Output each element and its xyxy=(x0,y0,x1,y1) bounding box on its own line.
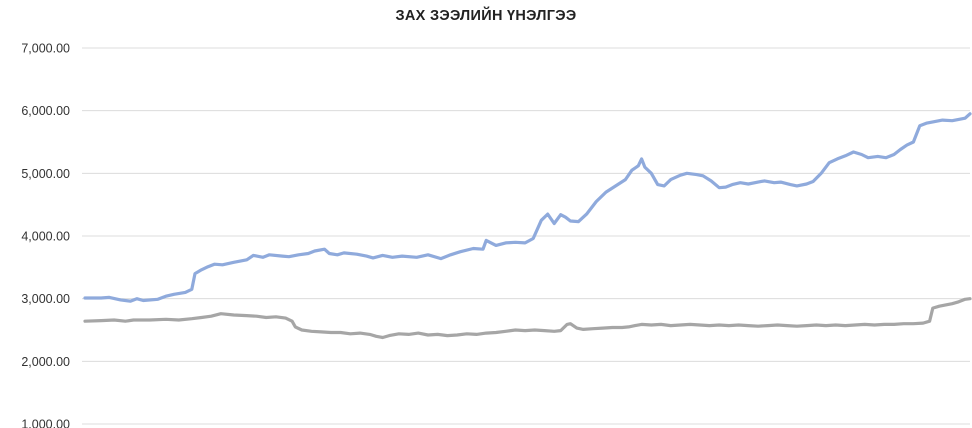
y-tick-label: 6,000.00 xyxy=(21,104,70,118)
series-line-2 xyxy=(83,297,972,340)
y-tick-label: 7,000.00 xyxy=(21,42,70,56)
series-lines xyxy=(83,112,972,340)
chart-title: ЗАХ ЗЭЭЛИЙН ҮНЭЛГЭЭ xyxy=(395,8,577,24)
y-tick-label: 1,000.00 xyxy=(21,418,70,428)
gridlines xyxy=(82,47,970,425)
y-tick-label: 5,000.00 xyxy=(21,167,70,181)
y-tick-label: 2,000.00 xyxy=(21,355,70,369)
y-tick-label: 4,000.00 xyxy=(21,230,70,244)
y-axis-ticks: 1,000.00 2,000.00 3,000.00 4,000.00 5,000.00… xyxy=(21,42,70,428)
series-line-1 xyxy=(83,112,972,303)
y-tick-label: 3,000.00 xyxy=(21,292,70,306)
